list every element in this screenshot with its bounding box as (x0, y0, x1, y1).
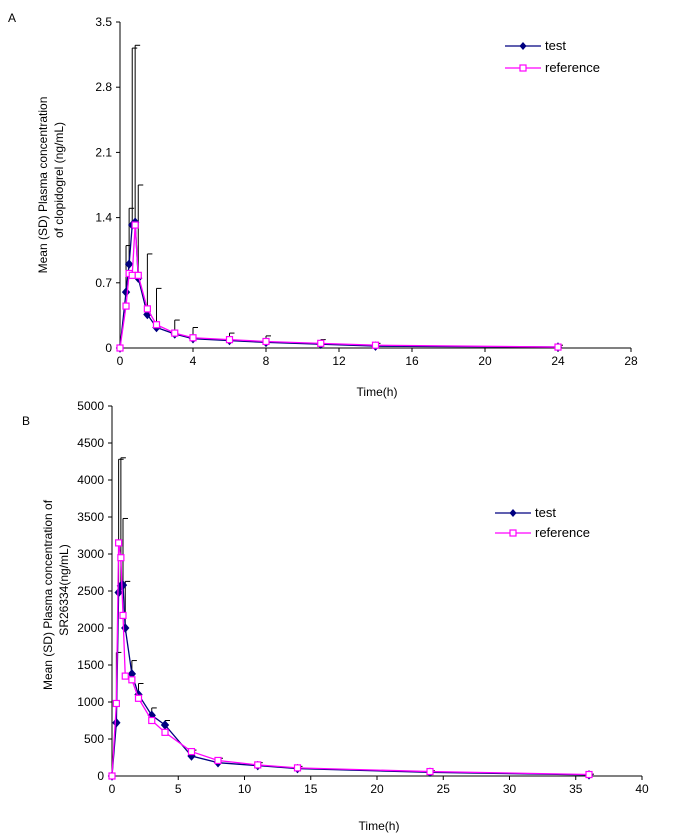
panel-b-chart: 0 5 10 15 20 25 30 35 40 0 500 1000 1500 2000 2500 3000… (77, 399, 649, 796)
legend-label-reference: reference (535, 525, 590, 540)
point-reference (214, 756, 222, 765)
x-tick-label: 16 (405, 354, 419, 368)
legend-marker-test (519, 42, 527, 50)
panel-b-xlabel: Time(h) (359, 819, 400, 833)
x-tick-label: 0 (117, 354, 124, 368)
panel-a-ylabel-line2: of clopidogrel (ng/mL) (52, 122, 66, 238)
point-reference (187, 747, 196, 756)
point-reference (116, 344, 124, 352)
point-reference (122, 302, 130, 310)
x-tick-label: 24 (551, 354, 565, 368)
point-reference (115, 539, 123, 547)
x-tick-label: 12 (332, 354, 346, 368)
point-reference (189, 334, 197, 342)
point-reference (108, 772, 116, 780)
point-reference (317, 339, 325, 347)
y-tick-label: 2000 (77, 621, 104, 635)
y-tick-label: 0 (105, 341, 112, 355)
point-test (114, 587, 123, 598)
y-tick-label: 4500 (77, 436, 104, 450)
point-reference (426, 767, 434, 776)
x-tick-label: 35 (569, 782, 583, 796)
point-reference (554, 343, 562, 351)
x-tick-label: 28 (624, 354, 638, 368)
legend-marker-reference (519, 64, 527, 72)
x-tick-label: 4 (190, 354, 197, 368)
point-reference (262, 337, 270, 346)
legend-label-reference: reference (545, 60, 600, 75)
point-reference (134, 271, 142, 279)
y-tick-label: 0.7 (95, 276, 112, 290)
point-reference (152, 321, 161, 329)
x-tick-label: 30 (503, 782, 517, 796)
point-reference (131, 221, 139, 229)
x-tick-label: 10 (238, 782, 252, 796)
panel-a-ylabel-line1: Mean (SD) Plasma concentration (36, 97, 50, 274)
y-tick-label: 5000 (77, 399, 104, 413)
panel-a-chart: 0 4 8 12 16 20 24 28 0 0.7 1.4 2.1 2.8 3.5 test referen… (95, 15, 638, 368)
point-reference (119, 611, 127, 620)
y-tick-label: 3000 (77, 547, 104, 561)
series-line-reference (111, 542, 590, 777)
series-line-test (119, 220, 559, 349)
y-tick-label: 0 (97, 769, 104, 783)
y-tick-label: 1.4 (95, 211, 112, 225)
point-test (112, 717, 121, 728)
y-tick-label: 4000 (77, 473, 104, 487)
y-tick-label: 2500 (77, 584, 104, 598)
x-tick-label: 8 (263, 354, 270, 368)
point-reference (143, 305, 151, 313)
point-reference (225, 336, 234, 344)
y-tick-label: 2.1 (95, 145, 112, 159)
legend-label-test: test (545, 38, 566, 53)
point-reference (128, 271, 136, 279)
x-tick-label: 25 (437, 782, 451, 796)
series-line-reference (119, 225, 559, 349)
y-tick-label: 2.8 (95, 80, 112, 94)
point-reference (121, 672, 129, 680)
legend-marker-test (509, 509, 517, 517)
point-reference (161, 728, 169, 736)
x-tick-label: 15 (304, 782, 318, 796)
panel-b-label: B (22, 414, 30, 428)
x-tick-label: 20 (478, 354, 492, 368)
point-reference (128, 676, 136, 684)
panel-a-xlabel: Time(h) (357, 385, 398, 399)
panel-a-label: A (8, 11, 16, 25)
point-reference (117, 554, 125, 562)
panel-b-ylabel-line2: SR26334(ng/mL) (57, 544, 71, 635)
y-tick-label: 1000 (77, 695, 104, 709)
point-test (121, 287, 131, 297)
point-reference (134, 694, 143, 702)
legend-marker-reference (509, 529, 517, 537)
series-line-test (111, 584, 590, 777)
point-reference (293, 764, 302, 772)
x-tick-label: 40 (635, 782, 649, 796)
point-test (124, 259, 134, 269)
x-tick-label: 5 (175, 782, 182, 796)
y-tick-label: 500 (84, 732, 104, 746)
point-reference (254, 761, 262, 769)
point-reference (148, 716, 156, 725)
y-tick-label: 1500 (77, 658, 104, 672)
legend-label-test: test (535, 505, 556, 520)
panel-b-ylabel-line1: Mean (SD) Plasma concentration of (41, 499, 55, 690)
y-tick-label: 3500 (77, 510, 104, 524)
point-reference (585, 770, 593, 779)
point-reference (171, 329, 179, 337)
point-reference (112, 699, 120, 708)
point-reference (371, 341, 380, 349)
y-tick-label: 3.5 (95, 15, 112, 29)
x-tick-label: 20 (370, 782, 384, 796)
x-tick-label: 0 (109, 782, 116, 796)
